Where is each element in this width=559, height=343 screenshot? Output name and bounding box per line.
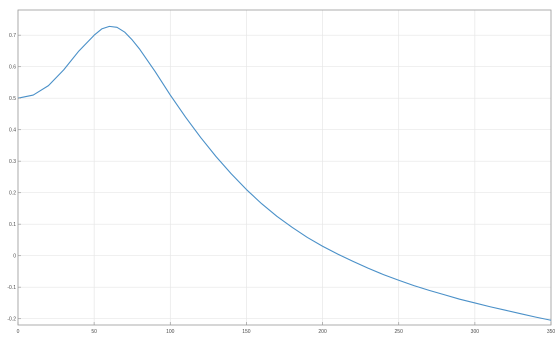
x-axis-ticks: 0 50 100 150 200 250 300 350 xyxy=(17,322,556,335)
y-tick-label: -0.1 xyxy=(7,285,16,291)
y-axis-ticks: -0.2 -0.1 0 0.1 0.2 0.3 0.4 0.5 0.6 0.7 xyxy=(7,33,21,322)
x-tick-label: 100 xyxy=(166,329,175,335)
y-tick-label: -0.2 xyxy=(7,316,16,322)
y-tick-label: 0 xyxy=(13,253,16,259)
x-tick-label: 200 xyxy=(318,329,327,335)
y-tick-label: 0.2 xyxy=(9,190,16,196)
x-tick-label: 350 xyxy=(547,329,556,335)
x-tick-label: 0 xyxy=(17,329,20,335)
y-tick-label: 0.5 xyxy=(9,96,16,102)
x-tick-label: 50 xyxy=(91,329,97,335)
x-tick-label: 300 xyxy=(471,329,480,335)
x-tick-label: 150 xyxy=(242,329,251,335)
series-layer xyxy=(17,25,552,321)
x-tick-label: 250 xyxy=(395,329,404,335)
y-tick-label: 0.6 xyxy=(9,64,16,70)
grid xyxy=(17,10,552,325)
series-line-1 xyxy=(17,25,552,321)
y-tick-label: 0.7 xyxy=(9,33,16,39)
y-tick-label: 0.1 xyxy=(9,222,16,228)
plot-frame xyxy=(17,9,552,326)
y-tick-label: 0.3 xyxy=(9,159,16,165)
y-tick-label: 0.4 xyxy=(9,127,16,133)
